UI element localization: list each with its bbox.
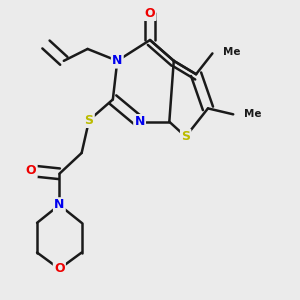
Text: O: O (26, 164, 36, 177)
Text: Me: Me (223, 47, 240, 57)
Text: O: O (54, 262, 65, 275)
Text: N: N (112, 54, 122, 67)
Text: S: S (85, 114, 94, 127)
Text: S: S (181, 130, 190, 143)
Text: Me: Me (244, 109, 261, 119)
Text: O: O (145, 7, 155, 20)
Text: N: N (54, 199, 64, 212)
Text: N: N (134, 115, 145, 128)
